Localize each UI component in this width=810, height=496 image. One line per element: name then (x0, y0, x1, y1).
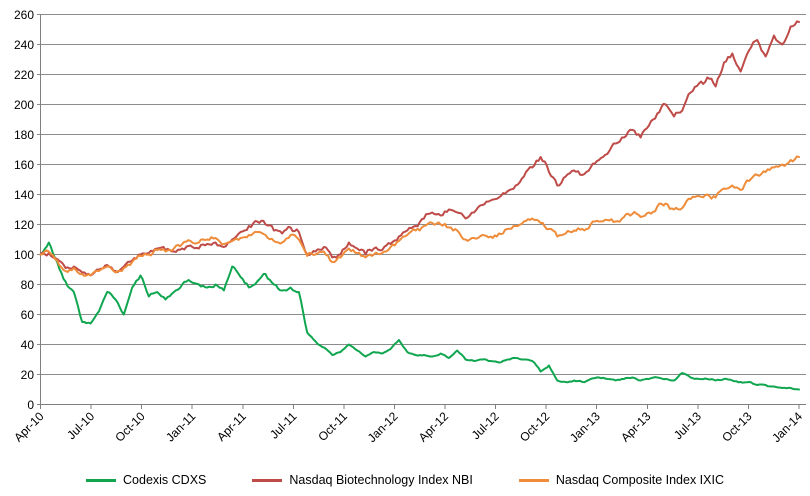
svg-text:Jul-10: Jul-10 (64, 409, 97, 442)
svg-text:Oct-13: Oct-13 (719, 409, 755, 445)
chart-plot-area: 0 20 40 60 80 100 120 140 160 180 200 220 240 260 Apr-… (11, 8, 806, 445)
svg-text:0: 0 (27, 398, 34, 412)
svg-text:Jul-11: Jul-11 (267, 409, 300, 442)
svg-text:Apr-11: Apr-11 (214, 409, 249, 444)
svg-text:260: 260 (14, 8, 34, 22)
axes (37, 14, 806, 406)
svg-text:Jan-12: Jan-12 (365, 409, 401, 445)
gridlines (37, 14, 806, 375)
svg-text:Jul-12: Jul-12 (469, 409, 502, 442)
svg-text:220: 220 (14, 68, 34, 82)
svg-text:100: 100 (14, 248, 34, 262)
svg-text:200: 200 (14, 98, 34, 112)
legend-line-swatch-green (86, 478, 117, 482)
series-line-nasdaq-composite-index-ixic (39, 155, 800, 277)
legend-label: Nasdaq Biotechnology Index NBI (289, 473, 473, 487)
svg-text:60: 60 (21, 308, 35, 322)
svg-text:80: 80 (21, 278, 35, 292)
legend-label: Codexis CDXS (123, 473, 207, 487)
legend-item-codexis-cdxs: Codexis CDXS (86, 473, 206, 487)
svg-text:140: 140 (14, 188, 34, 202)
series-line-codexis-cdxs (39, 241, 800, 391)
svg-text:160: 160 (14, 158, 34, 172)
svg-text:240: 240 (14, 38, 34, 52)
svg-text:Jan-13: Jan-13 (567, 409, 603, 445)
svg-text:Oct-10: Oct-10 (112, 409, 148, 445)
x-axis-ticks (40, 404, 800, 409)
svg-text:Jan-14: Jan-14 (769, 409, 805, 445)
svg-text:Oct-11: Oct-11 (315, 409, 350, 444)
svg-text:120: 120 (14, 218, 34, 232)
svg-text:Apr-10: Apr-10 (11, 409, 47, 445)
svg-text:Apr-12: Apr-12 (416, 409, 452, 445)
svg-text:Apr-13: Apr-13 (618, 409, 654, 445)
x-axis-labels: Apr-10 Jul-10 Oct-10 Jan-11 Apr-11 Jul-11 Oct-… (11, 409, 805, 445)
y-axis-labels: 0 20 40 60 80 100 120 140 160 180 200 220 240 260 (14, 8, 34, 412)
series-line-nasdaq-biotechnology-index-nbi (39, 20, 800, 277)
legend-item-nasdaq-biotechnology-nbi: Nasdaq Biotechnology Index NBI (252, 473, 473, 487)
legend-item-nasdaq-composite-ixic: Nasdaq Composite Index IXIC (518, 473, 724, 487)
legend-line-swatch-red (252, 478, 283, 482)
svg-text:40: 40 (21, 338, 35, 352)
legend-line-swatch-orange (518, 478, 549, 482)
svg-text:Jan-11: Jan-11 (163, 409, 198, 444)
svg-text:Jul-13: Jul-13 (671, 409, 704, 442)
legend-label: Nasdaq Composite Index IXIC (555, 473, 724, 487)
chart-legend: Codexis CDXS Nasdaq Biotechnology Index … (0, 473, 810, 487)
svg-text:Oct-12: Oct-12 (517, 409, 553, 445)
svg-text:20: 20 (21, 368, 35, 382)
svg-text:180: 180 (14, 128, 34, 142)
